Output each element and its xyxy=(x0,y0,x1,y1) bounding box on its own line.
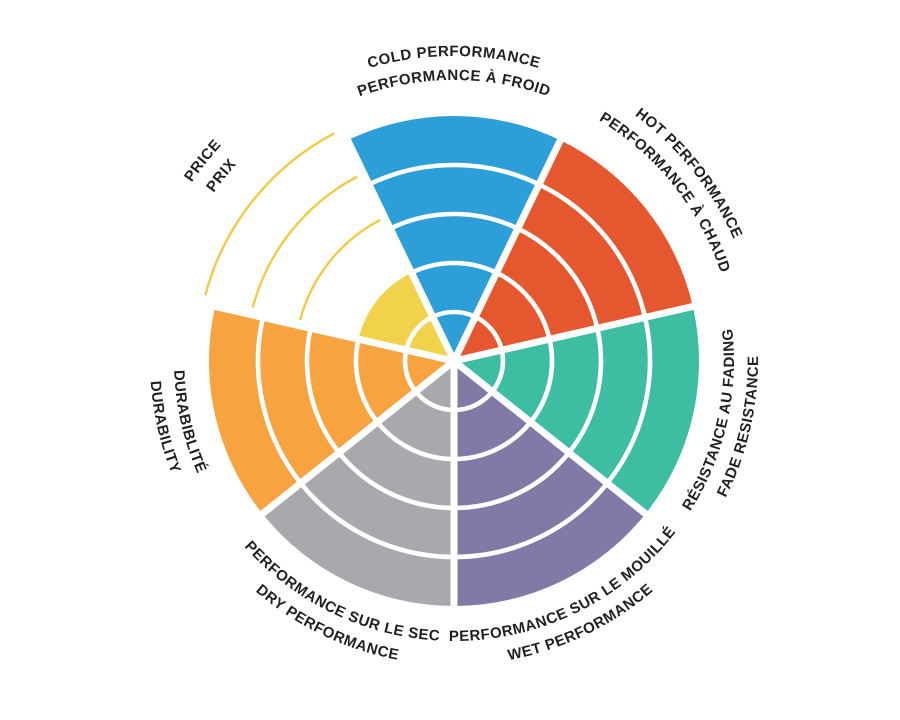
ring-divider xyxy=(453,451,571,511)
ring-divider xyxy=(410,260,498,275)
empty-ring-arc-price xyxy=(251,175,358,308)
ring-divider xyxy=(367,162,541,187)
hub-dot xyxy=(446,353,462,369)
ring-divider xyxy=(353,338,380,424)
sector-divider xyxy=(453,301,699,365)
sector-divider xyxy=(450,134,566,363)
ring-divider xyxy=(402,349,418,393)
ring-divider xyxy=(474,314,505,351)
ring-divider xyxy=(403,314,434,351)
ring-divider xyxy=(567,327,604,455)
chart-label-cold-fr: PERFORMANCE À FROID xyxy=(355,67,553,100)
sector-divider xyxy=(209,301,455,365)
ring-divider xyxy=(516,226,600,329)
ring-divider xyxy=(495,270,552,340)
ring-divider xyxy=(375,420,455,462)
sector-divider xyxy=(451,358,652,520)
ring-divider xyxy=(453,481,610,560)
sector-divider xyxy=(256,358,457,520)
sector-dry xyxy=(262,361,454,606)
sector-divider xyxy=(342,134,458,363)
ring-divider xyxy=(255,316,303,485)
ring-divider xyxy=(538,182,648,318)
sector-cold xyxy=(347,115,561,361)
empty-ring-arc-price xyxy=(298,218,381,321)
ring-divider xyxy=(528,338,555,424)
sector-hot xyxy=(454,140,693,361)
ring-divider xyxy=(337,451,455,511)
ring-divider xyxy=(453,420,533,462)
sector-wet xyxy=(454,361,646,606)
ring-divider xyxy=(389,211,519,231)
ring-divider xyxy=(431,309,477,319)
sector-price xyxy=(358,272,454,361)
ring-divider xyxy=(605,316,653,485)
ring-divider xyxy=(490,349,506,393)
sector-durability xyxy=(208,306,454,514)
empty-ring-arc-price xyxy=(204,132,335,296)
ring-divider xyxy=(304,327,341,455)
ring-divider xyxy=(453,390,495,413)
ring-divider xyxy=(298,481,455,560)
sector-fade xyxy=(454,306,700,514)
ring-divider xyxy=(413,390,455,413)
